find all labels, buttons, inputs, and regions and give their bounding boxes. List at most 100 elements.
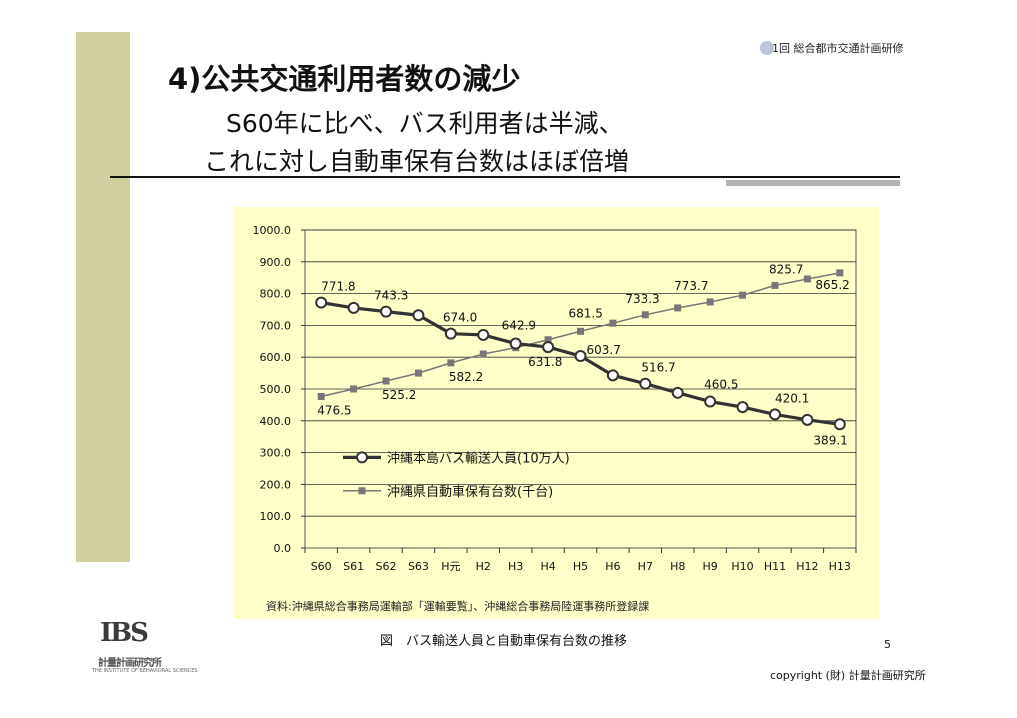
legend-label-bus-ridership: 沖縄本島バス輸送人員(10万人) xyxy=(387,451,570,466)
data-point-bus-ridership xyxy=(347,301,360,314)
page-subtitle-line1: S60年に比べ、バス利用者は半減、 xyxy=(226,109,624,138)
legend-marker-car-ownership xyxy=(358,487,366,495)
data-point-bus-ridership xyxy=(768,408,781,421)
data-label-car-ownership: 825.7 xyxy=(769,262,803,276)
data-point-bus-ridership xyxy=(639,377,652,390)
data-point-bus-ridership xyxy=(380,305,393,318)
data-point-car-ownership xyxy=(836,269,844,277)
data-label-car-ownership: 525.2 xyxy=(382,388,416,402)
data-label-bus-ridership: 460.5 xyxy=(704,378,738,392)
data-point-car-ownership xyxy=(414,369,422,377)
data-label-car-ownership: 773.7 xyxy=(674,279,708,293)
data-point-bus-ridership xyxy=(833,418,846,431)
x-tick-label: H3 xyxy=(508,560,523,573)
data-point-car-ownership xyxy=(479,350,487,358)
data-label-car-ownership: 681.5 xyxy=(569,306,603,320)
x-tick-label: H8 xyxy=(670,560,685,573)
data-label-car-ownership: 865.2 xyxy=(815,278,849,292)
data-point-car-ownership xyxy=(674,304,682,312)
x-tick-label: H12 xyxy=(796,560,818,573)
logo-name: 計量計画研究所 xyxy=(98,658,162,669)
x-tick-label: H13 xyxy=(829,560,851,573)
data-point-bus-ridership xyxy=(736,401,749,414)
data-point-bus-ridership xyxy=(574,350,587,363)
data-point-car-ownership xyxy=(609,319,617,327)
data-point-car-ownership xyxy=(771,281,779,289)
chart-panel: 0.0 100.0 200.0 300.0 400.0 500.0 600.0 700.0 80… xyxy=(233,207,879,619)
data-point-car-ownership xyxy=(382,377,390,385)
data-label-bus-ridership: 674.0 xyxy=(443,311,477,325)
x-tick-label: S61 xyxy=(343,560,364,573)
x-tick-label: H5 xyxy=(573,560,588,573)
x-tick-label: S60 xyxy=(311,560,332,573)
y-tick-label: 600.0 xyxy=(260,351,292,364)
data-point-bus-ridership xyxy=(606,369,619,382)
copyright: copyright (財) 計量計画研究所 xyxy=(770,669,926,682)
data-label-car-ownership: 582.2 xyxy=(449,370,483,384)
y-tick-label: 300.0 xyxy=(260,447,292,460)
data-label-bus-ridership: 420.1 xyxy=(775,391,809,405)
x-tick-label: H9 xyxy=(703,560,718,573)
data-point-car-ownership xyxy=(641,311,649,319)
x-tick-label: H7 xyxy=(638,560,653,573)
x-tick-label: H4 xyxy=(540,560,555,573)
data-label-bus-ridership: 389.1 xyxy=(813,433,847,447)
data-point-car-ownership xyxy=(317,392,325,400)
page-number: 5 xyxy=(884,638,891,651)
y-tick-label: 1000.0 xyxy=(253,224,292,237)
figure-caption: 図 バス輸送人員と自動車保有台数の推移 xyxy=(380,634,628,649)
data-point-car-ownership xyxy=(803,275,811,283)
data-point-bus-ridership xyxy=(801,413,814,426)
data-point-bus-ridership xyxy=(704,395,717,408)
data-label-bus-ridership: 743.3 xyxy=(374,289,408,303)
side-band xyxy=(76,32,130,562)
data-point-car-ownership xyxy=(706,298,714,306)
legend-marker-bus-ridership xyxy=(356,451,368,464)
data-point-car-ownership xyxy=(577,327,584,335)
data-label-bus-ridership: 603.7 xyxy=(587,343,621,357)
y-tick-label: 500.0 xyxy=(260,383,292,396)
y-tick-label: 900.0 xyxy=(260,256,292,269)
data-label-bus-ridership: 771.8 xyxy=(321,280,355,294)
x-tick-label: H2 xyxy=(476,560,491,573)
data-label-car-ownership: 476.5 xyxy=(317,403,351,417)
data-point-bus-ridership xyxy=(542,341,555,354)
title-rule-shade xyxy=(726,180,900,186)
source-note: 資料:沖縄県総合事務局運輸部「運輸要覧」、沖縄総合事務局陸運事務所登録課 xyxy=(266,600,650,613)
page-subtitle-line2: これに対し自動車保有台数はほぼ倍増 xyxy=(204,147,630,176)
y-tick-label: 100.0 xyxy=(260,510,292,523)
data-label-bus-ridership: 631.8 xyxy=(528,355,562,369)
data-point-bus-ridership xyxy=(671,386,684,399)
title-rule xyxy=(110,176,900,178)
legend-label-car-ownership: 沖縄県自動車保有台数(千台) xyxy=(387,485,553,500)
page-title: 4)公共交通利用者数の減少 xyxy=(168,62,521,96)
y-tick-label: 200.0 xyxy=(260,478,292,491)
y-tick-label: 700.0 xyxy=(260,319,292,332)
data-label-bus-ridership: 642.9 xyxy=(502,319,536,333)
y-tick-label: 800.0 xyxy=(260,288,292,301)
header-tag: 第1回 総合都市交通計画研修 xyxy=(760,40,904,56)
logo-letters: IBS xyxy=(100,618,149,648)
y-tick-label: 400.0 xyxy=(260,415,292,428)
x-tick-label: H元 xyxy=(441,560,460,573)
logo-english: THE INSTITUTE OF BEHAVIORAL SCIENCES xyxy=(92,668,198,674)
tag-circle-icon xyxy=(760,41,774,55)
line-chart: 0.0 100.0 200.0 300.0 400.0 500.0 600.0 700.0 80… xyxy=(253,224,857,573)
data-point-bus-ridership xyxy=(315,296,328,309)
data-point-bus-ridership xyxy=(412,309,425,322)
x-tick-label: S63 xyxy=(408,560,429,573)
data-point-car-ownership xyxy=(739,291,747,299)
data-point-car-ownership xyxy=(544,336,552,344)
data-point-car-ownership xyxy=(350,385,358,393)
data-point-bus-ridership xyxy=(444,327,457,340)
data-point-bus-ridership xyxy=(477,328,490,341)
ibs-logo: IBS 計量計画研究所 THE INSTITUTE OF BEHAVIORAL … xyxy=(88,618,206,680)
x-tick-label: H10 xyxy=(731,560,753,573)
data-label-bus-ridership: 516.7 xyxy=(641,361,675,375)
data-point-car-ownership xyxy=(447,359,455,367)
x-tick-label: H6 xyxy=(605,560,620,573)
x-tick-label: S62 xyxy=(376,560,397,573)
x-tick-label: H11 xyxy=(764,560,786,573)
data-point-bus-ridership xyxy=(509,337,522,350)
header-tag-text: 1回 総合都市交通計画研修 xyxy=(772,42,904,55)
